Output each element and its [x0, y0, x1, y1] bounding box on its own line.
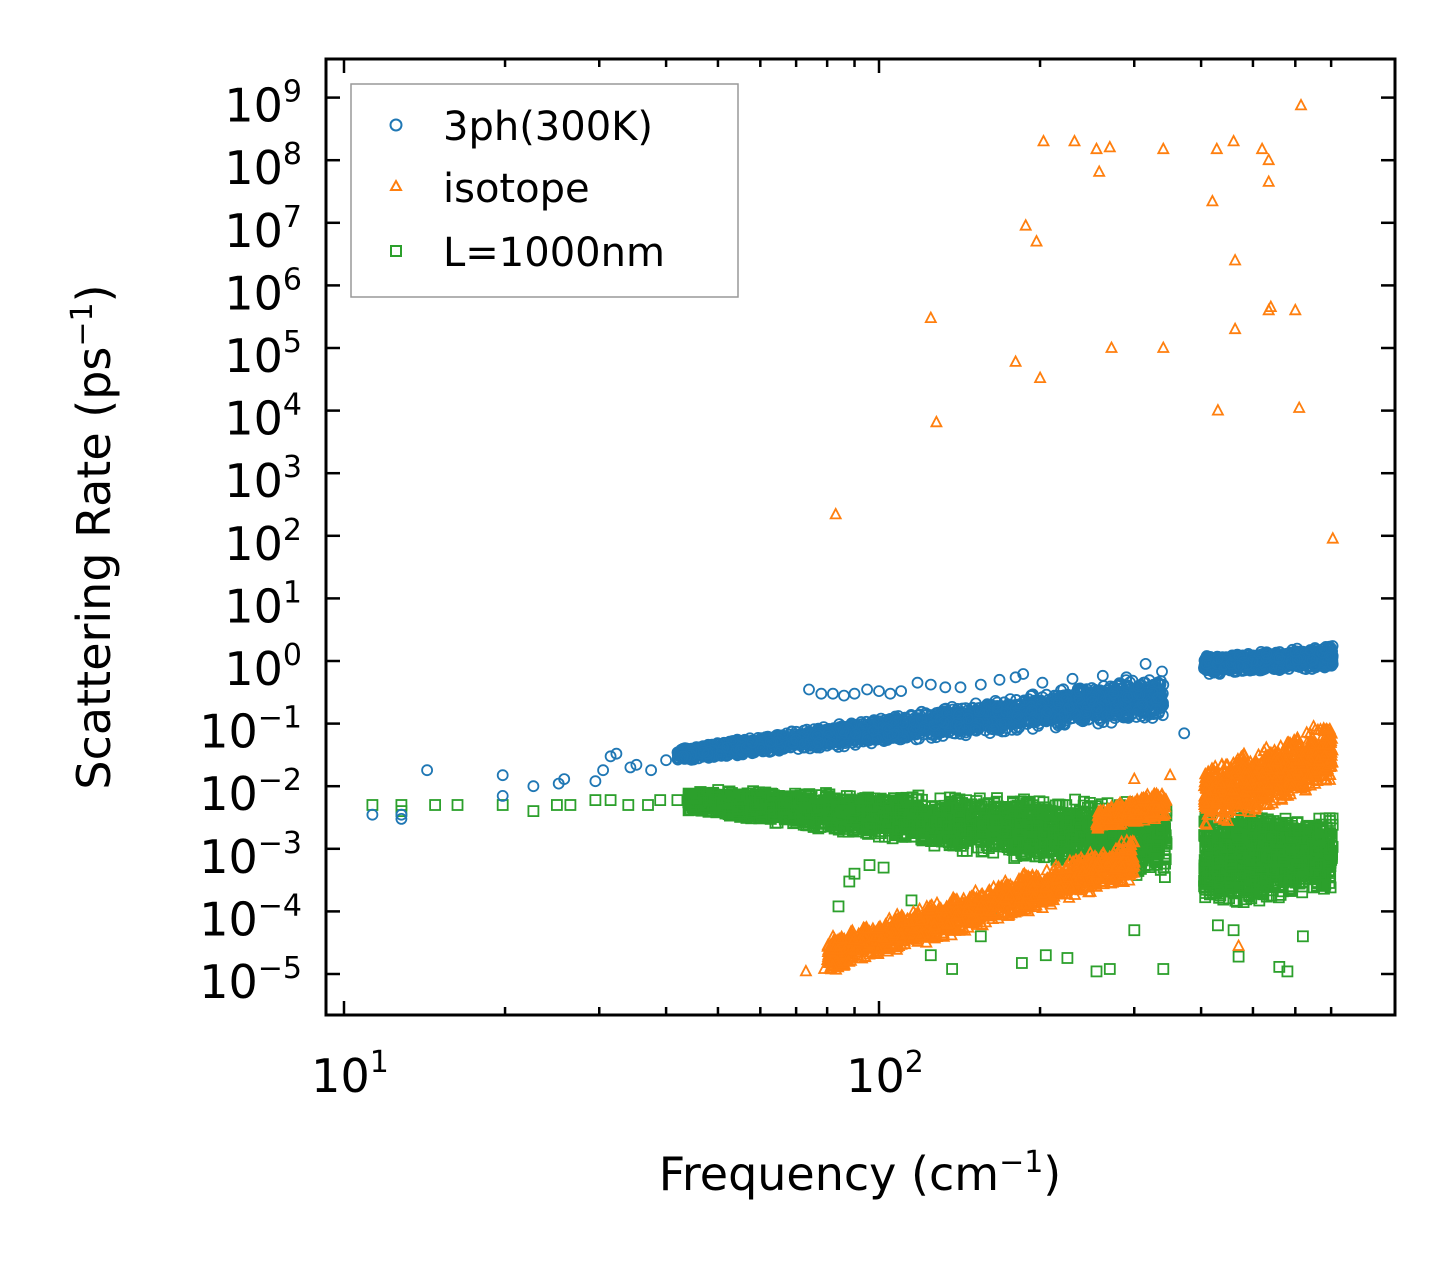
data-marks — [366, 97, 1340, 978]
